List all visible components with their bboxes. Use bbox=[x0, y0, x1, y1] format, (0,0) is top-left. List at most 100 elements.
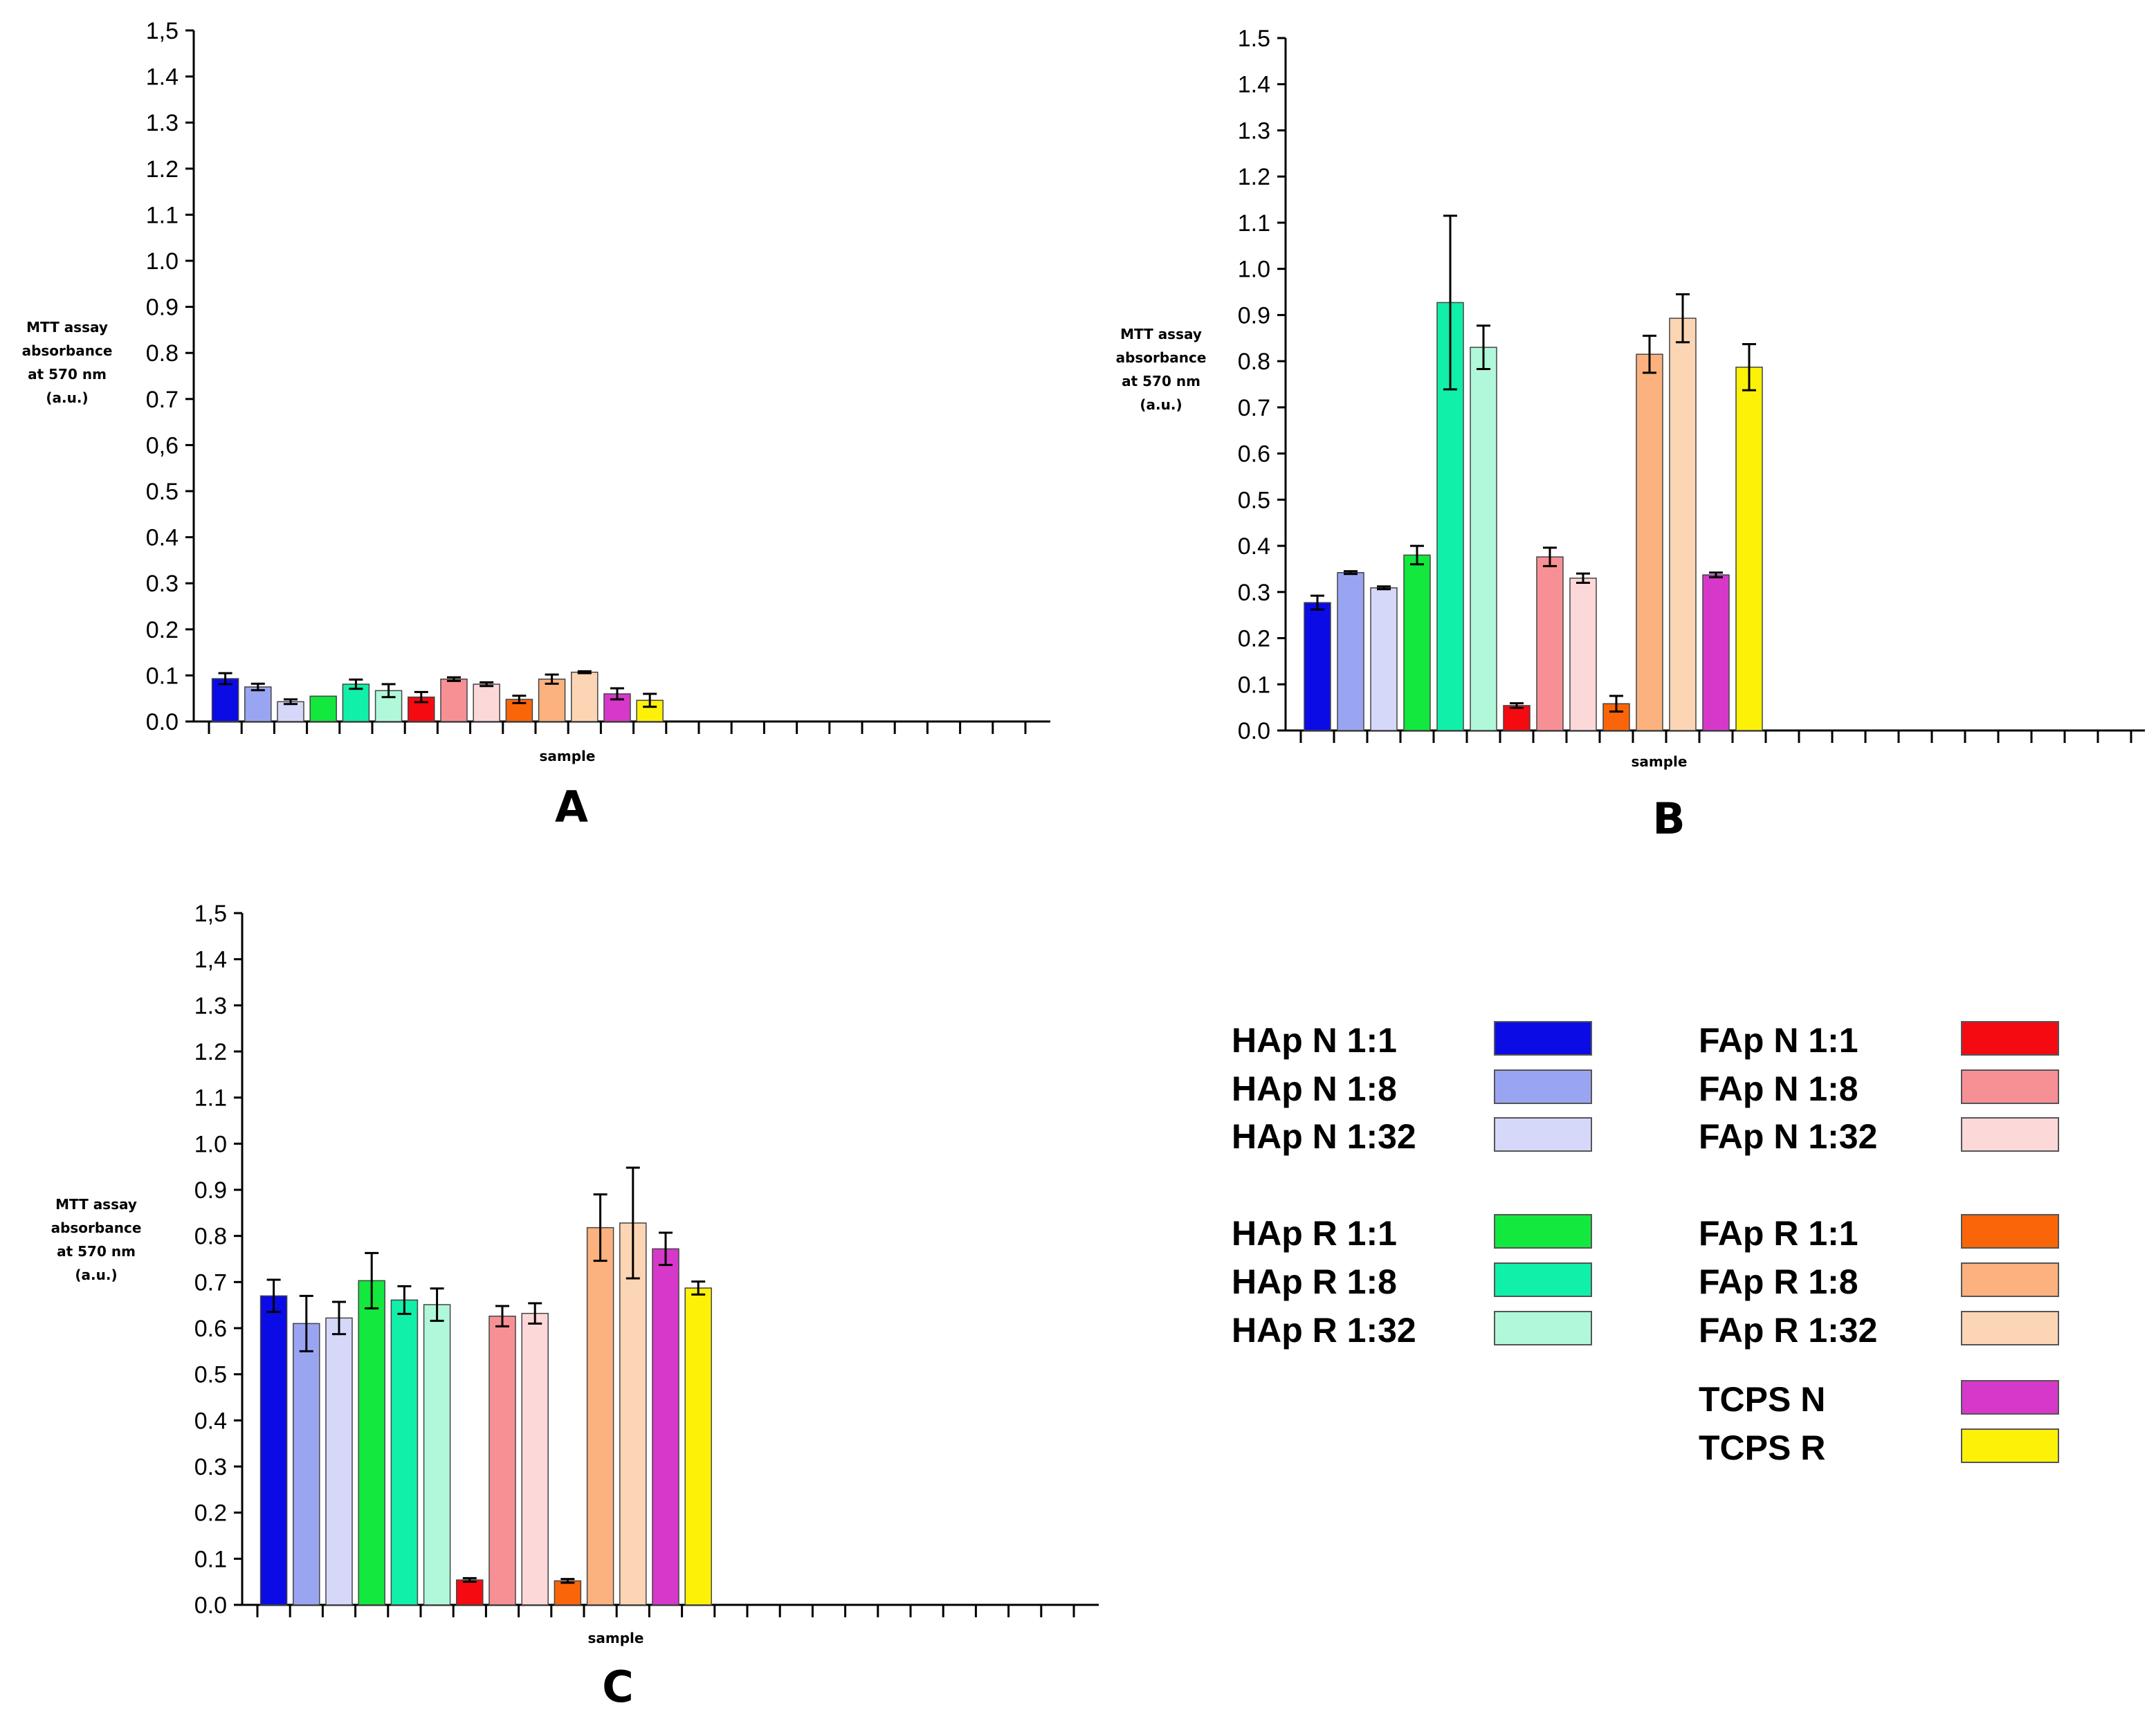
y-tick-label: 0.2 bbox=[146, 617, 179, 643]
bar bbox=[1636, 353, 1663, 731]
y-tick-label: 0.8 bbox=[146, 340, 179, 367]
bar bbox=[554, 1580, 582, 1606]
y-tick-label: 1.3 bbox=[194, 993, 227, 1019]
bar bbox=[684, 1287, 712, 1606]
bar bbox=[1536, 556, 1564, 731]
bar bbox=[211, 678, 239, 722]
bar bbox=[342, 683, 370, 722]
y-tick-label: 1.1 bbox=[194, 1085, 227, 1112]
y-tick-label: 0.1 bbox=[1238, 672, 1270, 698]
legend-swatch bbox=[1494, 1021, 1592, 1056]
y-tick-label: 1.0 bbox=[194, 1131, 227, 1157]
y-tick-label: 1.4 bbox=[146, 64, 179, 91]
y-tick-label: 0.5 bbox=[1238, 487, 1270, 513]
y-tick-label: 0.9 bbox=[146, 295, 179, 321]
y-tick-label: 0.4 bbox=[194, 1408, 227, 1434]
y-axis-title-line: absorbance bbox=[51, 1220, 142, 1236]
panel-b-chart: 0.0 0.1 0.2 0.3 0.4 0.5 0.6 0.7 0.8 0.9 1.0 1.1 1.2 1… bbox=[1116, 26, 2145, 844]
y-tick-label: 0.9 bbox=[1238, 302, 1270, 329]
bar bbox=[619, 1222, 647, 1606]
panel-letter: A bbox=[555, 782, 588, 832]
bar bbox=[259, 1295, 288, 1606]
y-axis-title-line: MTT assay bbox=[26, 319, 108, 335]
y-tick-label: 0.2 bbox=[194, 1500, 227, 1527]
legend-label: HAp R 1:8 bbox=[1232, 1262, 1397, 1301]
legend-label: FAp N 1:8 bbox=[1699, 1069, 1858, 1108]
bar bbox=[571, 671, 599, 722]
y-axis-title-line: absorbance bbox=[1116, 349, 1207, 366]
bar bbox=[309, 695, 337, 722]
panel-letter: C bbox=[602, 1662, 634, 1712]
bar bbox=[1470, 347, 1497, 731]
bar bbox=[456, 1579, 484, 1606]
legend-swatch bbox=[1961, 1069, 2059, 1104]
legend-swatch bbox=[1961, 1021, 2059, 1056]
y-tick-label: 1.2 bbox=[146, 156, 179, 183]
bar bbox=[325, 1317, 353, 1606]
y-axis-title-line: MTT assay bbox=[1120, 326, 1202, 342]
y-axis-title-line: at 570 nm bbox=[57, 1243, 136, 1260]
y-tick-label: 0.0 bbox=[146, 709, 179, 735]
y-tick-label: 0.7 bbox=[194, 1269, 227, 1296]
legend-swatch bbox=[1494, 1262, 1592, 1297]
legend-swatch bbox=[1494, 1069, 1592, 1104]
panel-a-chart: 0.0 0.1 0.2 0.3 0.4 0.5 0,6 0.7 0.8 0.9 1.0 1.1 1.2 1… bbox=[22, 18, 1050, 832]
y-tick-label: 0.0 bbox=[194, 1592, 227, 1619]
panel-c-chart: 0.0 0.1 0.2 0.3 0.4 0.5 0.6 0.7 0.8 0.9 1.0 1.1 1.2 1… bbox=[51, 901, 1099, 1712]
legend-swatch bbox=[1961, 1311, 2059, 1345]
legend-swatch bbox=[1494, 1117, 1592, 1152]
y-tick-label: 0.7 bbox=[1238, 395, 1270, 421]
bar bbox=[1569, 578, 1597, 731]
bar bbox=[488, 1315, 516, 1606]
bar bbox=[1337, 572, 1364, 731]
legend-swatch bbox=[1961, 1428, 2059, 1463]
y-tick-label: 0.1 bbox=[194, 1546, 227, 1572]
y-tick-label: 0.8 bbox=[194, 1224, 227, 1250]
y-tick-label: 0.0 bbox=[1238, 718, 1270, 744]
panel-letter: B bbox=[1652, 793, 1685, 844]
legend-swatch bbox=[1494, 1311, 1592, 1345]
legend-label: HAp R 1:1 bbox=[1232, 1214, 1397, 1253]
legend-swatch bbox=[1961, 1214, 2059, 1249]
bar bbox=[1735, 367, 1763, 731]
bar bbox=[473, 683, 500, 722]
y-tick-label: 1.5 bbox=[1238, 26, 1270, 52]
y-tick-label: 1.2 bbox=[194, 1039, 227, 1065]
bar bbox=[1702, 574, 1730, 731]
legend-label: HAp R 1:32 bbox=[1232, 1311, 1416, 1350]
y-tick-label: 1.4 bbox=[1238, 72, 1270, 98]
legend-label: FAp N 1:32 bbox=[1699, 1117, 1877, 1156]
y-tick-label: 0.6 bbox=[1238, 441, 1270, 468]
y-axis-title-line: at 570 nm bbox=[28, 366, 107, 383]
legend-label: FAp N 1:1 bbox=[1699, 1021, 1858, 1060]
y-tick-label: 1.0 bbox=[146, 248, 179, 275]
bar bbox=[390, 1299, 419, 1606]
y-axis-title-line: (a.u.) bbox=[46, 389, 88, 406]
legend-label: HAp N 1:32 bbox=[1232, 1117, 1416, 1156]
bar bbox=[652, 1248, 679, 1606]
legend-label: FAp R 1:8 bbox=[1699, 1262, 1858, 1301]
bar bbox=[293, 1323, 320, 1606]
y-tick-label: 1,4 bbox=[194, 947, 227, 973]
y-axis-title-line: absorbance bbox=[22, 342, 113, 359]
y-tick-label: 0.1 bbox=[146, 663, 179, 689]
y-tick-label: 1,5 bbox=[146, 18, 179, 44]
y-tick-label: 1.3 bbox=[1238, 118, 1270, 144]
legend-swatch bbox=[1494, 1214, 1592, 1249]
bar bbox=[358, 1280, 385, 1606]
y-tick-label: 0.3 bbox=[146, 571, 179, 597]
y-axis-title-line: at 570 nm bbox=[1122, 373, 1200, 389]
legend-label: HAp N 1:1 bbox=[1232, 1021, 1397, 1060]
y-tick-label: 0.3 bbox=[194, 1454, 227, 1480]
x-axis-title: sample bbox=[1632, 753, 1688, 770]
y-tick-label: 0,6 bbox=[146, 432, 179, 459]
legend: HAp N 1:1 HAp N 1:8 HAp N 1:32 HAp R 1:1 HAp… bbox=[1232, 1021, 2059, 1467]
y-tick-label: 1.1 bbox=[146, 202, 179, 228]
y-tick-label: 1,5 bbox=[194, 901, 227, 927]
y-tick-label: 1.2 bbox=[1238, 164, 1270, 190]
y-axis-title-line: MTT assay bbox=[55, 1196, 137, 1213]
y-tick-label: 0.2 bbox=[1238, 626, 1270, 652]
bar bbox=[244, 686, 272, 722]
y-axis-title-line: (a.u.) bbox=[1140, 396, 1182, 413]
